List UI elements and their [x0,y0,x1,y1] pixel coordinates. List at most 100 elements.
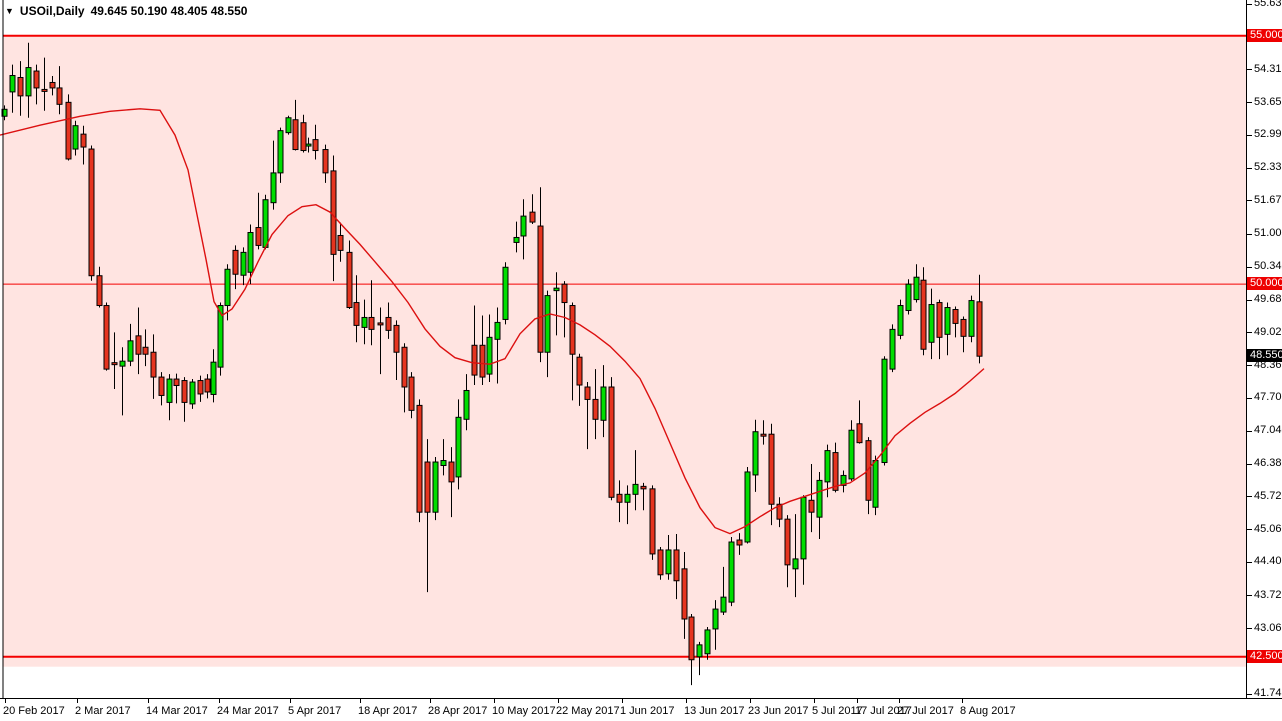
candle-body [166,378,173,403]
candle-body [960,318,967,337]
candle-body [408,376,415,411]
date-tick-label: 18 Apr 2017 [358,705,418,717]
chevron-down-icon[interactable]: ▼ [5,6,14,16]
candle-body [255,227,262,246]
candle-body [760,433,767,437]
candle-body [312,139,319,152]
candle-body [142,346,149,355]
candle-body [494,321,501,340]
level-price-label: 42.500 [1247,649,1282,663]
candle-body [440,460,447,466]
price-tick-mark [1247,69,1252,71]
candle-body [840,474,847,486]
price-tick-mark [1247,693,1252,695]
price-tick-label: 53.655 [1254,95,1282,108]
candle-body [520,215,527,237]
candle-body [944,307,951,335]
candle-body [848,429,855,480]
candle-body [277,130,284,174]
candle-body [330,170,337,255]
candle-body [728,541,735,603]
candle-body [424,461,431,513]
date-axis[interactable]: 20 Feb 2017 2 Mar 2017 14 Mar 2017 24 Mar 2… [0,698,1282,721]
candle-body [240,251,247,276]
candle-body [712,608,719,630]
price-tick-label: 45.720 [1254,489,1282,502]
price-tick-label: 52.335 [1254,161,1282,174]
date-tick-label: 27 Jul 2017 [897,705,954,717]
candle-body [808,499,815,513]
date-tick-mark [219,699,220,703]
price-tick-label: 54.315 [1254,62,1282,75]
date-tick-label: 24 Mar 2017 [217,705,279,717]
candle-body [600,386,607,421]
price-tick-mark [1247,496,1252,498]
candle-body [88,148,95,277]
date-tick-mark [77,699,78,703]
candle-body [1,108,8,117]
candle-body [416,404,423,513]
candle-body [361,316,368,328]
candle-body [353,302,360,326]
candlestick-chart-canvas[interactable] [0,0,1246,698]
date-tick-label: 22 May 2017 [556,705,620,717]
candle-body [553,287,560,292]
candle-body [25,67,32,97]
candle-body [486,336,493,375]
candle-body [471,344,478,376]
price-tick-label: 46.380 [1254,457,1282,469]
candle-body [968,300,975,337]
price-tick-mark [1247,233,1252,235]
candle-body [80,133,87,148]
date-tick-mark [148,699,149,703]
price-tick-mark [1247,266,1252,268]
price-tick-label: 43.065 [1254,621,1282,634]
date-tick-mark [430,699,431,703]
date-tick-label: 1 Jun 2017 [620,705,675,717]
candle-body [41,88,48,92]
candle-body [897,305,904,336]
price-tick-mark [1247,430,1252,432]
candle-body [752,431,759,476]
date-tick-label: 28 Apr 2017 [428,705,488,717]
candle-body [544,295,551,353]
date-tick-mark [5,699,6,703]
candle-body [889,328,896,370]
candle-body [173,378,180,387]
chart-area[interactable]: ▼ USOil,Daily 49.645 50.190 48.405 48.55… [0,0,1246,698]
candle-body [665,549,672,575]
candle-body [776,503,783,520]
candle-body [217,305,224,368]
candle-body [696,644,703,658]
candle-body [584,386,591,400]
candle-body [856,423,863,444]
date-tick-label: 2 Mar 2017 [75,705,131,717]
date-tick-label: 17 Jul 2017 [855,705,912,717]
candle-body [103,305,110,370]
price-tick-label: 47.700 [1254,391,1282,404]
candle-body [189,381,196,405]
candle-body [181,380,188,403]
candle-body [150,351,157,378]
candle-body [232,249,239,275]
price-tick-label: 45.060 [1254,522,1282,535]
candle-body [800,496,807,560]
price-tick-label: 51.000 [1254,227,1282,240]
candle-body [720,596,727,613]
candle-body [649,488,656,555]
price-axis[interactable]: 55.635 54.315 53.655 52.995 52.335 51.675 51.0… [1246,0,1282,700]
price-tick-label: 41.745 [1254,687,1282,700]
candle-body [768,433,775,505]
candle-body [285,117,292,134]
candle-body [111,362,118,366]
candle-body [158,376,165,396]
candle-body [432,461,439,513]
candle-body [210,361,217,395]
date-tick-label: 20 Feb 2017 [3,705,65,717]
price-tick-mark [1247,200,1252,202]
current-price-label: 48.550 [1247,349,1282,363]
candle-body [881,358,888,464]
candle-body [592,398,599,420]
candle-body [608,386,615,498]
level-band [3,35,1246,667]
